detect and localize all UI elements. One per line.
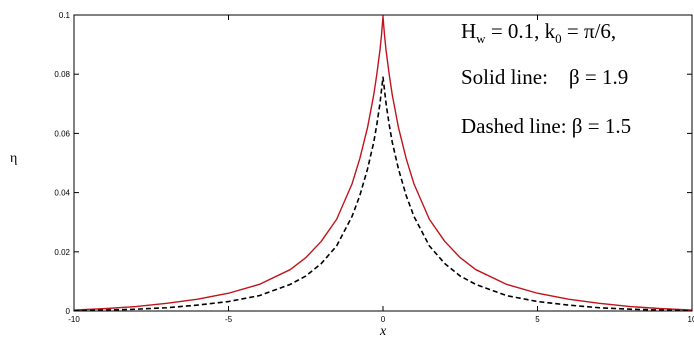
- y-tick-label: 0.04: [54, 189, 70, 198]
- y-tick-label: 0.06: [54, 129, 70, 138]
- annotation-k: = 0.1, k: [486, 19, 556, 43]
- y-tick-label: 0.02: [54, 248, 70, 257]
- chart-series: [73, 15, 693, 312]
- solid-line-series: [73, 15, 693, 311]
- x-tick-label: 5: [535, 315, 540, 324]
- x-tick-label: -5: [225, 315, 233, 324]
- annotation-k-sub: 0: [555, 31, 562, 46]
- annotation-h-sub: w: [476, 31, 486, 46]
- annotation-line-2: Solid line: β = 1.9: [461, 65, 628, 89]
- x-axis-label: x: [379, 324, 387, 339]
- x-tick-label: -10: [68, 315, 80, 324]
- annotation-line-3: Dashed line: β = 1.5: [461, 114, 631, 138]
- x-tick-label: 0: [381, 315, 386, 324]
- y-tick-label: 0.1: [59, 11, 71, 20]
- y-tick-label: 0: [66, 307, 71, 316]
- annotation-line-1: Hw = 0.1, k0 = π/6,: [461, 19, 616, 46]
- dashed-line-series: [73, 76, 693, 312]
- chart-axes: -10 -5 0 5 10 0 0.02 0.04 0.06 0.08 0.1: [54, 11, 694, 324]
- annotation-k-value: = π/6,: [562, 19, 617, 43]
- annotation-h: H: [461, 19, 476, 43]
- y-tick-label: 0.08: [54, 70, 70, 79]
- x-tick-label: 10: [688, 315, 694, 324]
- y-axis-label: η: [10, 151, 17, 166]
- plot-frame: [73, 14, 693, 312]
